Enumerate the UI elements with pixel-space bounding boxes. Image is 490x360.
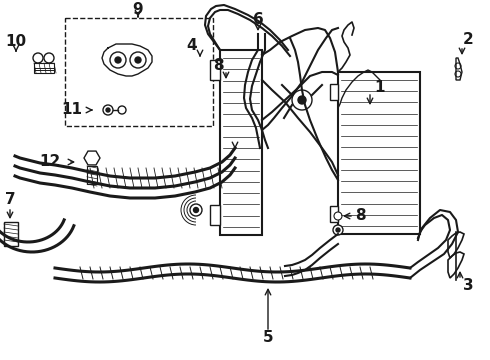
Circle shape [333, 225, 343, 235]
Bar [330, 206, 338, 222]
Text: 5: 5 [263, 330, 273, 346]
Bar [4, 222, 18, 246]
Circle shape [106, 108, 110, 112]
Text: 12: 12 [39, 154, 61, 170]
Circle shape [190, 204, 202, 216]
Circle shape [298, 96, 306, 104]
Text: 4: 4 [187, 39, 197, 54]
Bar [87, 166, 97, 184]
Bar [330, 84, 338, 100]
Text: 8: 8 [355, 208, 366, 224]
Text: 11: 11 [62, 103, 82, 117]
Text: 1: 1 [375, 81, 385, 95]
Circle shape [230, 137, 240, 147]
Circle shape [228, 75, 242, 89]
Bar [210, 60, 220, 80]
Circle shape [135, 57, 141, 63]
Circle shape [334, 212, 342, 220]
Text: 9: 9 [133, 3, 143, 18]
Circle shape [336, 228, 340, 232]
Bar [228, 82, 242, 134]
Circle shape [228, 127, 242, 141]
Circle shape [292, 90, 312, 110]
Text: 6: 6 [253, 13, 264, 27]
Text: 8: 8 [213, 58, 223, 72]
Bar [220, 50, 262, 235]
Circle shape [115, 57, 121, 63]
Bar [34, 63, 54, 73]
Text: 10: 10 [5, 35, 26, 49]
Bar [65, 18, 213, 126]
Bar [338, 72, 420, 234]
Text: 2: 2 [463, 32, 473, 48]
Bar [210, 205, 220, 225]
Circle shape [194, 207, 198, 212]
Text: 7: 7 [5, 193, 15, 207]
Text: 3: 3 [463, 278, 473, 292]
